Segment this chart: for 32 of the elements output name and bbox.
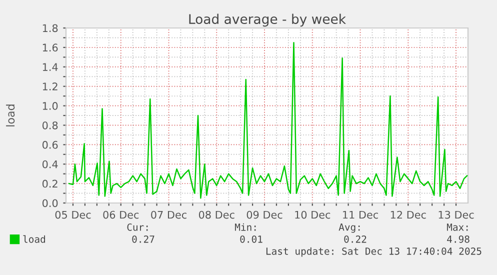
y-tick-label: 1.0 — [42, 102, 58, 110]
y-tick-label: 1.2 — [42, 82, 58, 90]
x-tick-label: 10 Dec — [295, 210, 330, 219]
y-tick-label: 1.4 — [42, 63, 58, 71]
x-tick-label: 13 Dec — [438, 210, 474, 219]
line-series — [68, 42, 468, 199]
text: 0.01 — [240, 235, 262, 243]
x-tick-label: 05 Dec — [55, 210, 91, 219]
x-tick-label: 08 Dec — [198, 210, 234, 219]
text: Cur: — [127, 223, 148, 231]
legend-label: load — [23, 235, 46, 243]
x-tick-label: 09 Dec — [246, 210, 282, 219]
text: 0.22 — [344, 235, 366, 243]
y-tick-label: 1.8 — [42, 24, 58, 32]
y-tick-label: 0.2 — [42, 180, 58, 188]
chart-title: Load average - by week — [189, 14, 346, 27]
y-tick-label: 1.6 — [42, 44, 58, 52]
y-tick-label: 0.6 — [42, 140, 58, 149]
x-tick-label: 12 Dec — [390, 210, 426, 219]
text: Avg: — [338, 224, 360, 233]
text: Max: — [446, 224, 468, 231]
x-tick-label: 11 Dec — [343, 210, 378, 219]
text: 0.27 — [132, 235, 154, 243]
x-tick-label: 07 Dec — [151, 210, 186, 219]
text: Min: — [234, 223, 256, 231]
text: Last update: Sat Dec 13 17:40:04 2025 — [266, 247, 482, 257]
x-tick-label: 06 Dec — [103, 210, 139, 219]
y-axis-title: load — [6, 104, 15, 126]
y-tick-label: 0.0 — [42, 199, 58, 208]
text: 4.98 — [447, 235, 470, 243]
y-tick-label: 0.8 — [42, 121, 58, 130]
y-tick-label: 0.4 — [42, 160, 58, 168]
